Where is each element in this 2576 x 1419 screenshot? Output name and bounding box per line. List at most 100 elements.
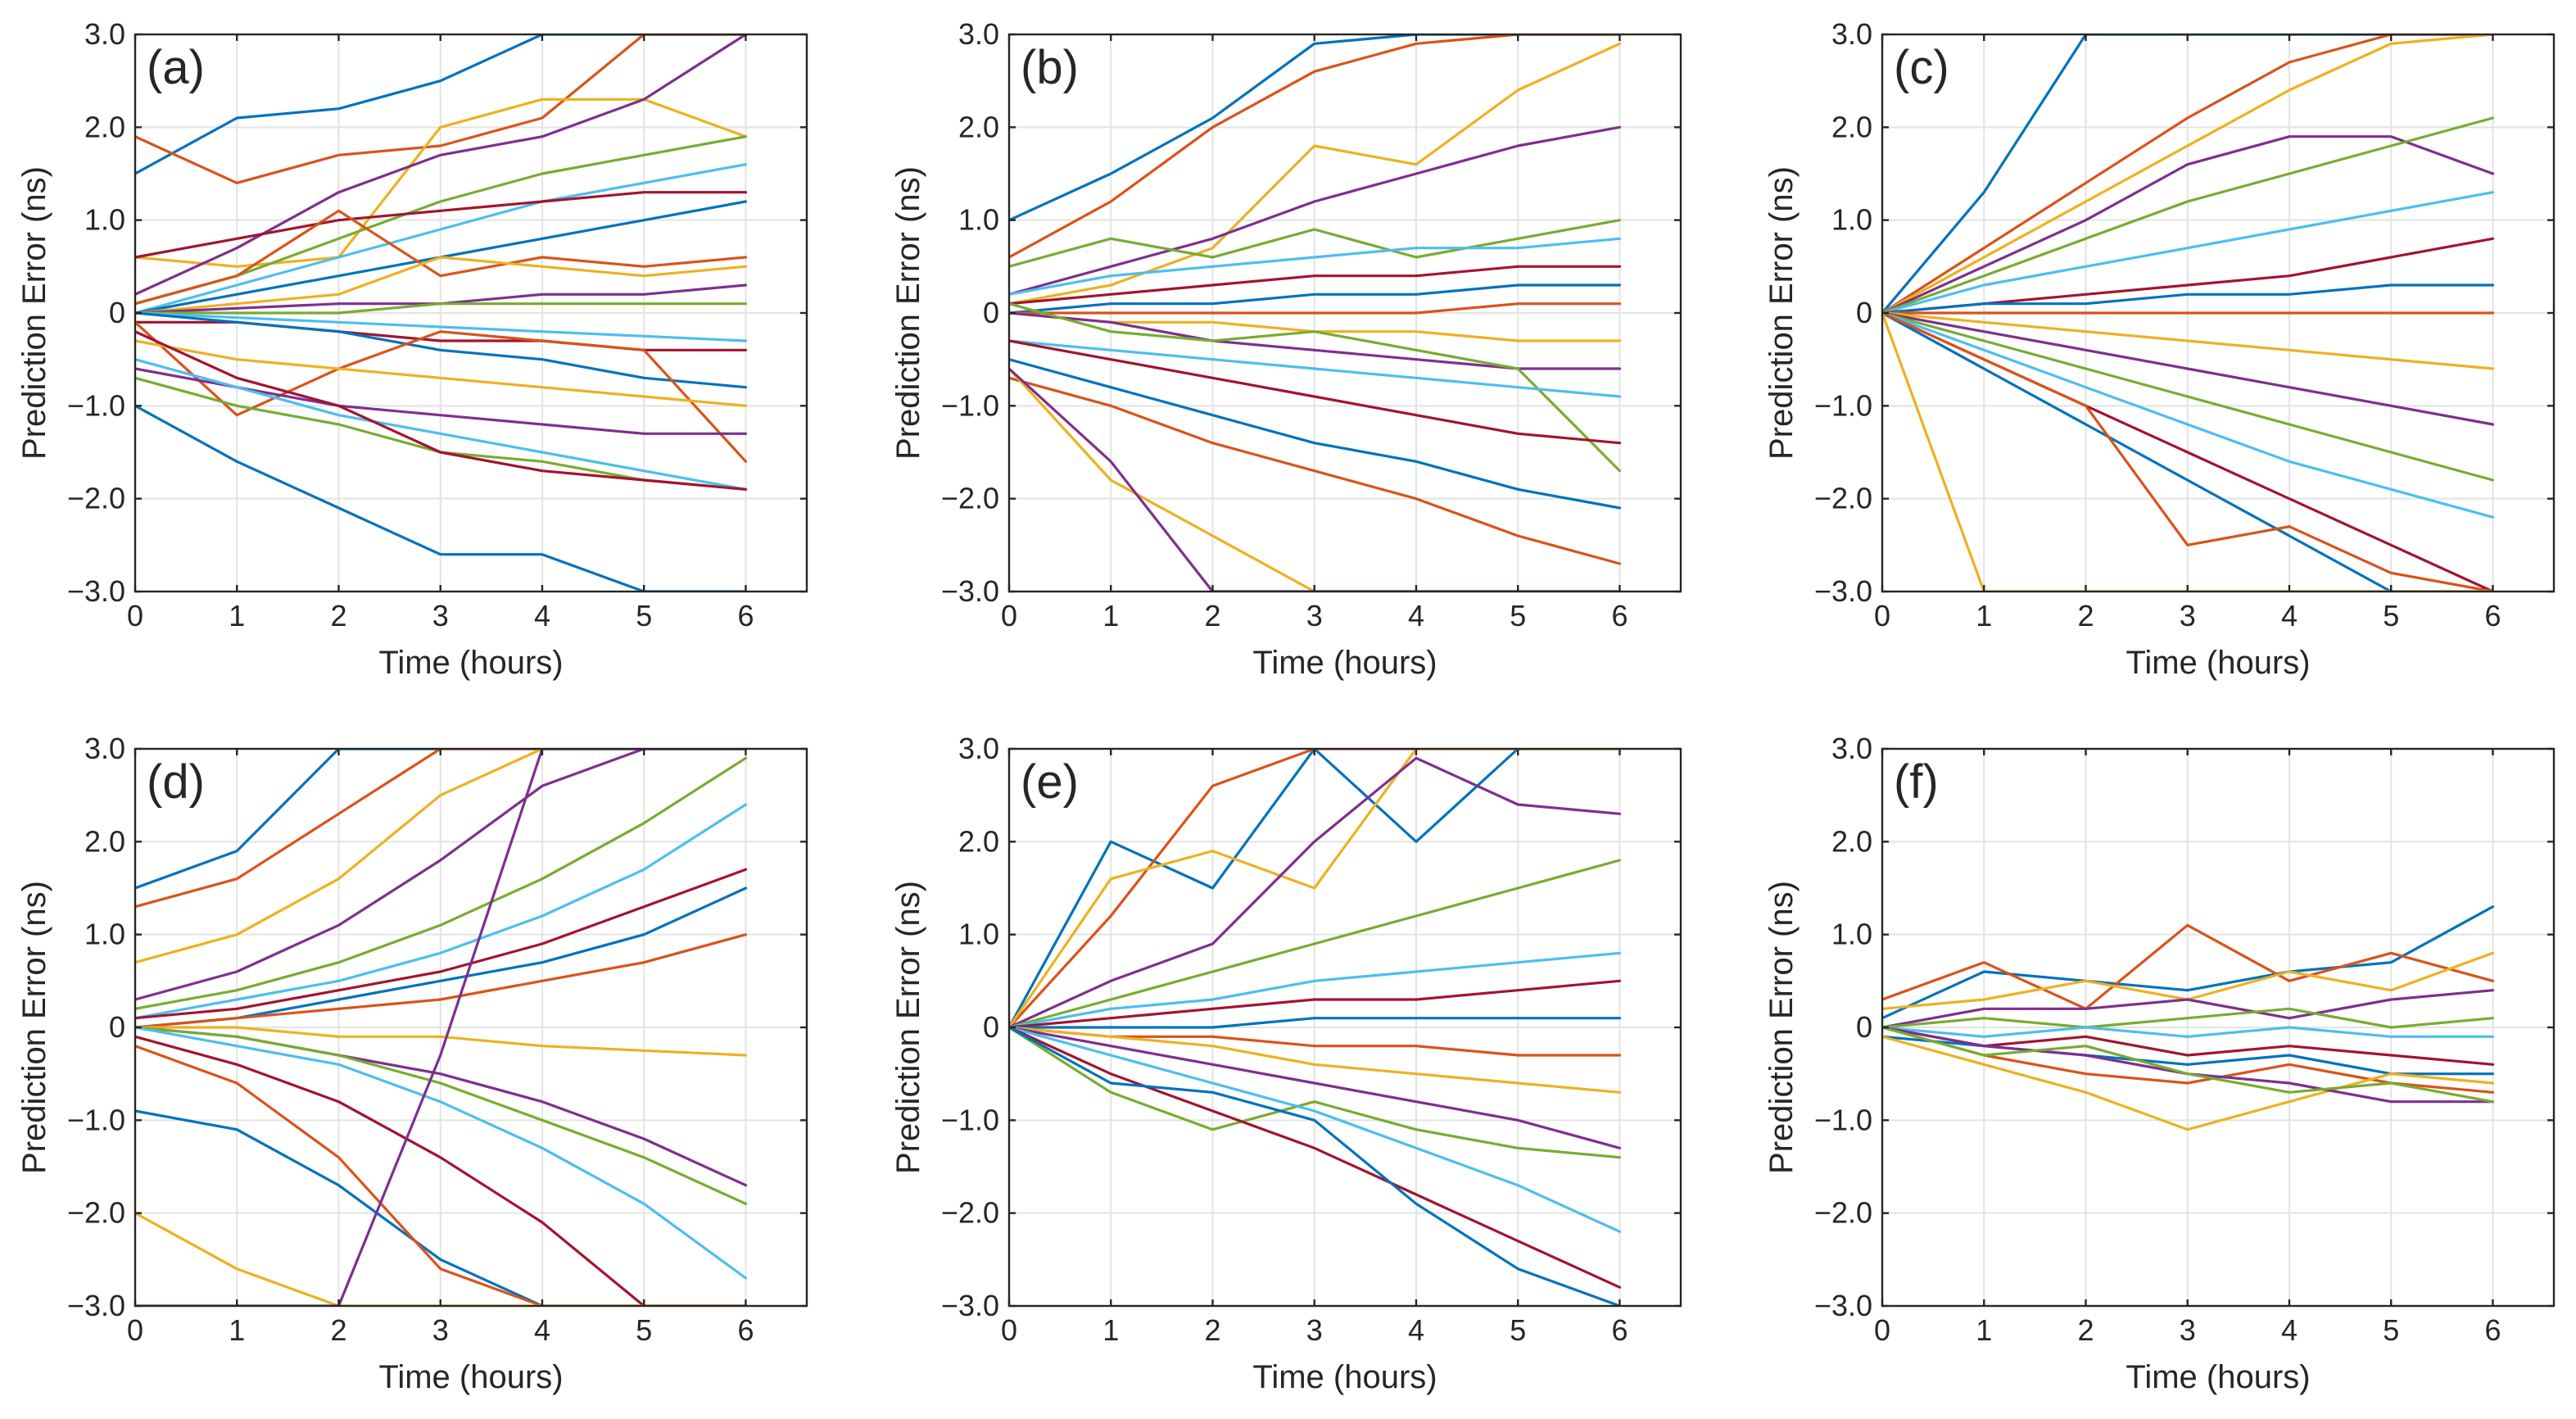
series-line-s7 [1009,265,1622,306]
x-tick-label: 1 [1976,599,1992,632]
y-tick-label: −1.0 [941,1103,999,1136]
y-axis-label: Prediction Error (ns) [16,881,52,1174]
chart-panel: 0 1 2 3 4 5 6 3.0 2.0 1.0 0 −1.0 −2.0 −3.0 Time (hours… [1763,732,2556,1395]
series-line-s13 [1882,311,2495,519]
series-line-s17 [135,339,748,407]
x-tick-label: 4 [2281,1313,2298,1347]
x-tick-label: 4 [534,599,550,632]
y-tick-label: −2.0 [67,482,125,515]
y-tick-label: 0 [983,1010,999,1044]
x-tick-label: 5 [1510,1313,1526,1347]
series-line-s7 [135,868,748,1020]
series-group [135,34,748,592]
y-tick-label: 0 [983,296,999,329]
x-tick-label: 1 [1102,1313,1119,1347]
series-group [1009,34,1622,592]
x-axis-label: Time (hours) [378,1359,563,1395]
y-tick-label: −1.0 [941,388,999,422]
y-tick-label: 2.0 [958,110,999,143]
y-tick-label: −2.0 [67,1196,125,1230]
series-line-s5 [1882,1007,2495,1029]
series-line-s3 [1009,42,1622,306]
series-group [1882,905,2495,1131]
series-line-s5 [135,756,748,1010]
series-line-s3 [135,749,748,964]
series-group [135,749,748,1306]
series-line-s10 [1882,1035,2495,1131]
x-tick-label: 5 [2383,599,2399,632]
series-line-s14 [1009,1026,1622,1289]
series-line-s8 [1882,283,2495,315]
series-line-s18 [1009,367,1622,592]
series-line-s16 [135,320,748,463]
x-tick-label: 6 [2484,599,2501,632]
y-tick-label: 0 [109,1010,125,1044]
series-line-s1 [1882,905,2495,1020]
y-tick-label: −3.0 [67,1289,125,1322]
x-tick-label: 3 [432,1313,449,1347]
x-tick-label: 3 [1306,1313,1323,1347]
x-tick-label: 3 [2180,1313,2196,1347]
panel-label-bg [142,754,232,813]
y-tick-label: 1.0 [1831,918,1872,951]
y-tick-label: 1.0 [84,918,125,951]
x-tick-label: 3 [432,599,449,632]
series-line-s13 [135,1026,748,1280]
y-tick-label: 0 [1856,1010,1872,1044]
y-tick-label: 0 [1856,296,1872,329]
series-line-s11 [1009,1026,1622,1149]
y-tick-label: −3.0 [1814,574,1872,608]
x-tick-label: 6 [1611,1313,1628,1347]
series-line-s13 [135,311,748,342]
x-tick-label: 0 [1874,599,1890,632]
x-tick-label: 3 [1306,599,1323,632]
y-axis-label: Prediction Error (ns) [890,881,926,1174]
series-line-s15 [135,1109,748,1306]
series-line-s4 [1882,135,2495,315]
x-axis-label: Time (hours) [1252,645,1437,681]
series-line-s4 [135,34,748,296]
series-line-s13 [1009,339,1622,398]
series-line-s12 [1882,311,2495,482]
x-axis-label: Time (hours) [2126,645,2310,681]
series-line-s20 [135,358,748,491]
series-line-s6 [1009,237,1622,296]
series-line-s17 [135,1212,748,1306]
y-tick-label: 2.0 [84,110,125,143]
series-line-s1 [1009,749,1622,1029]
x-tick-label: 2 [330,599,346,632]
panel-label-bg [1016,39,1106,98]
series-line-s17 [1009,367,1622,592]
y-tick-label: 3.0 [1831,732,1872,765]
chart-panel: 0 1 2 3 4 5 6 3.0 2.0 1.0 0 −1.0 −2.0 −3.0 Time (hours… [890,732,1682,1395]
x-tick-label: 2 [2077,1313,2094,1347]
x-tick-label: 4 [1408,1313,1424,1347]
series-line-s15 [1009,358,1622,510]
x-tick-label: 2 [330,1313,346,1347]
x-tick-label: 0 [127,1313,143,1347]
series-line-s9 [135,933,748,1029]
series-line-s18 [135,749,748,1306]
series-line-s14 [1009,339,1622,445]
x-axis-label: Time (hours) [2126,1359,2310,1395]
series-line-s4 [1009,125,1622,296]
series-line-s10 [1009,1026,1622,1094]
series-line-s13 [1009,1026,1622,1233]
x-tick-label: 0 [1874,1313,1890,1347]
series-line-s9 [135,209,748,306]
series-line-s10 [135,1026,748,1057]
y-tick-label: 3.0 [958,17,999,51]
x-tick-label: 1 [229,599,245,632]
series-line-s12 [1009,1026,1622,1159]
chart-panel: 0 1 2 3 4 5 6 3.0 2.0 1.0 0 −1.0 −2.0 −3.0 Time (hours… [16,732,808,1395]
x-tick-label: 6 [737,1313,754,1347]
series-line-s2 [135,749,748,909]
x-tick-label: 4 [534,1313,550,1347]
series-line-s10 [135,256,748,315]
series-line-s2 [1882,34,2495,315]
series-line-s2 [135,34,748,184]
panel-label: (a) [147,41,205,94]
series-line-s16 [1882,311,2495,592]
x-tick-label: 0 [1001,1313,1017,1347]
series-line-s5 [1009,859,1622,1029]
